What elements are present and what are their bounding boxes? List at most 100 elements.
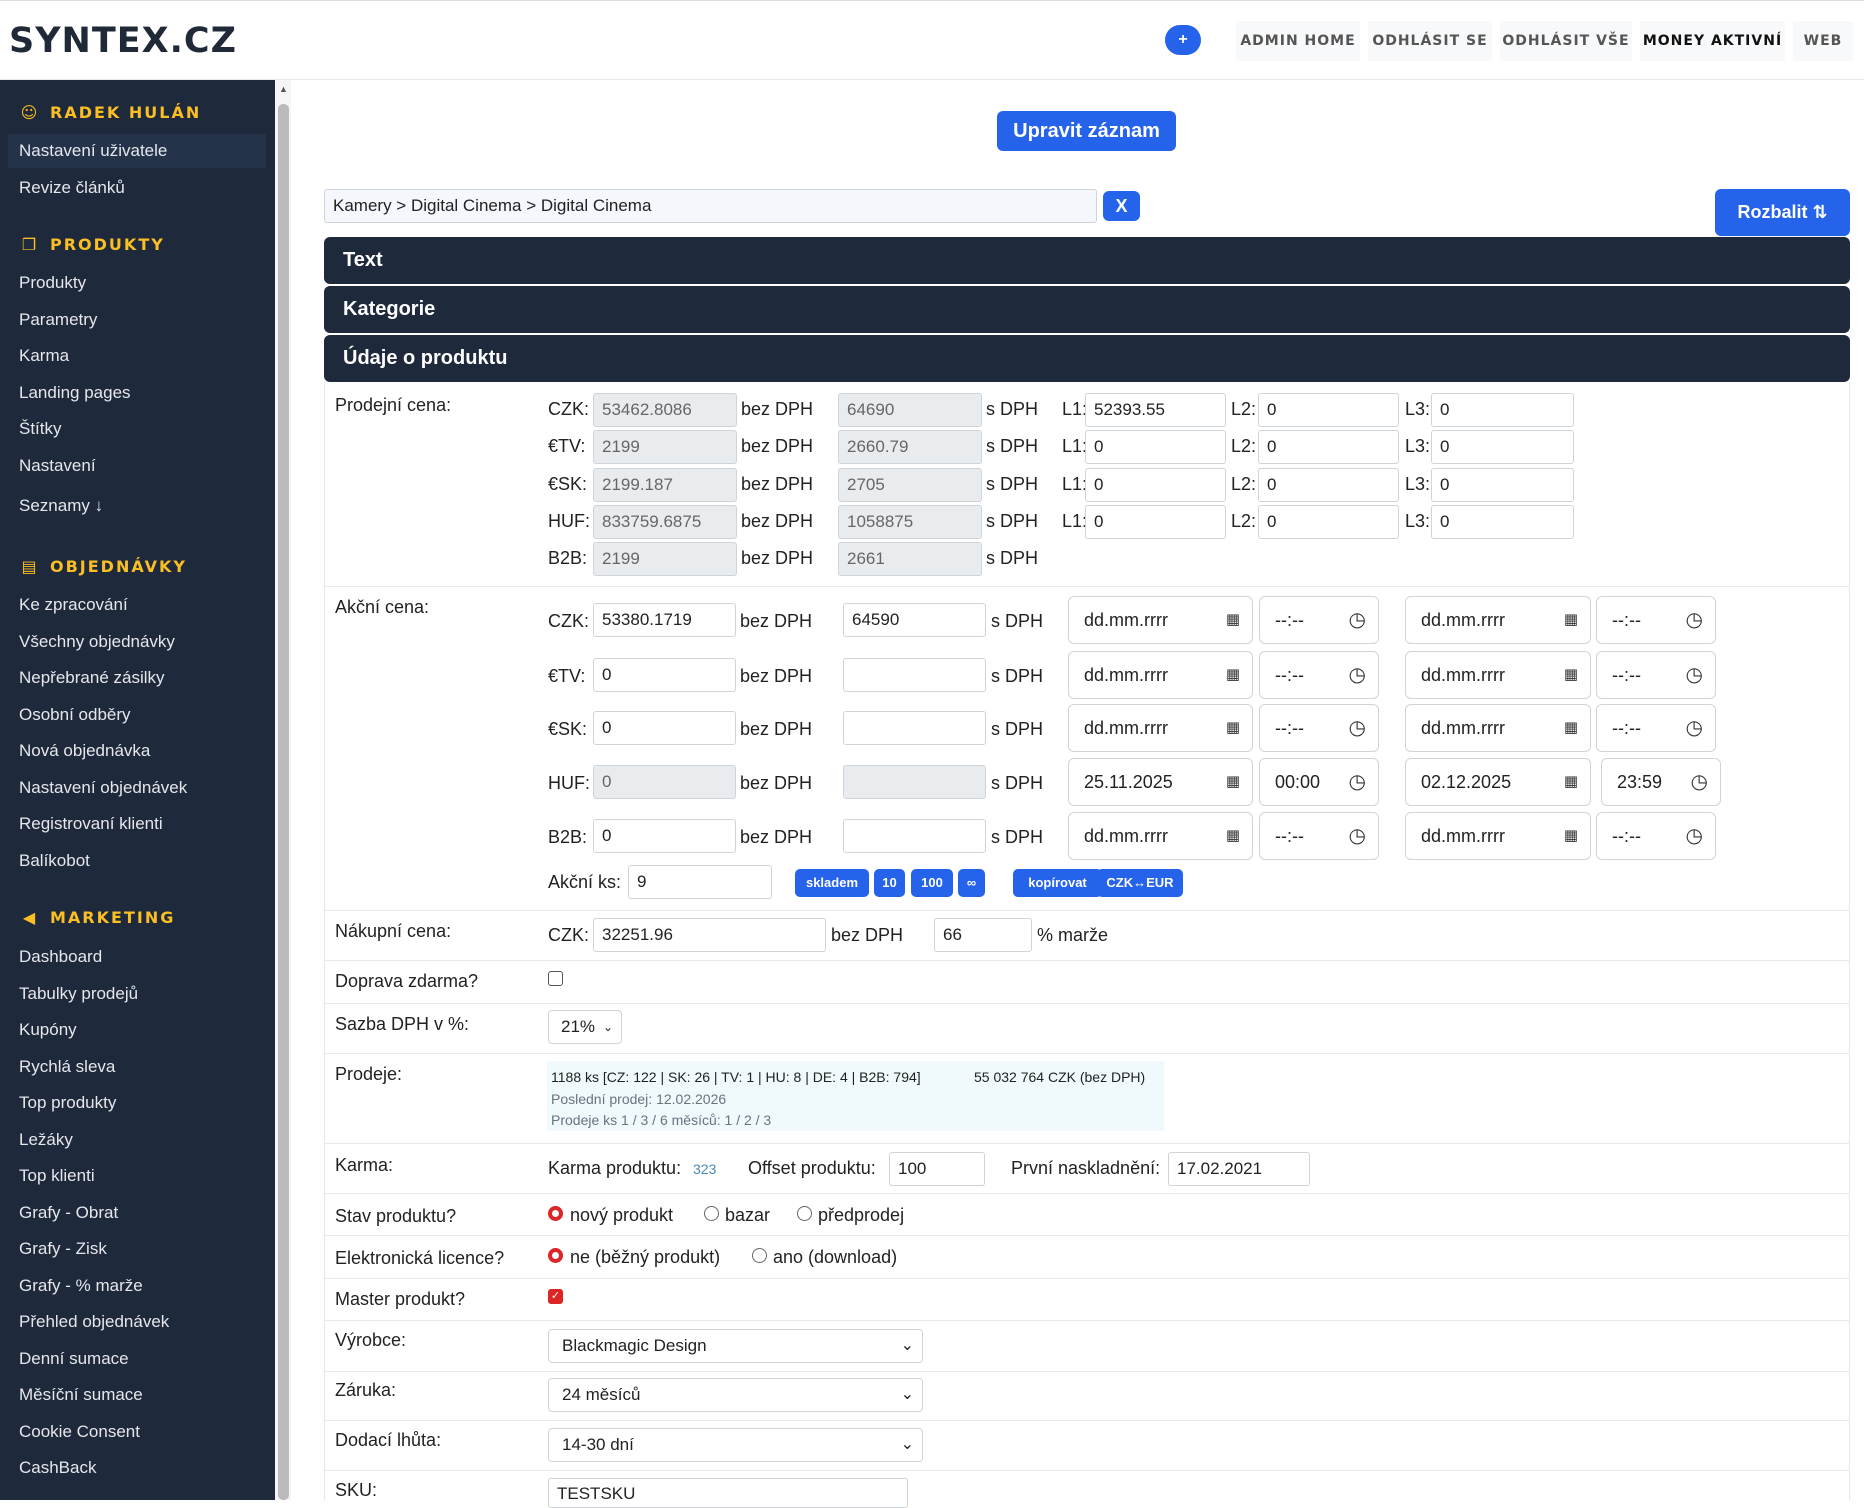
date-from-input[interactable]: dd.mm.rrrr ▦ xyxy=(1068,812,1253,860)
date-from-input[interactable]: dd.mm.rrrr ▦ xyxy=(1068,651,1253,699)
l2-price-input[interactable]: 0 xyxy=(1258,505,1399,539)
scroll-up-arrow-icon[interactable]: ▲ xyxy=(279,84,288,94)
gross-price-input[interactable]: 2660.79 xyxy=(838,430,982,464)
net-price-input[interactable]: 2199.187 xyxy=(593,468,737,502)
nav-logout[interactable]: ODHLÁSIT SE xyxy=(1368,21,1492,61)
state-new-radio[interactable] xyxy=(548,1206,563,1221)
date-from-input[interactable]: dd.mm.rrrr ▦ xyxy=(1068,596,1253,644)
time-from-input[interactable]: --:-- ◷ xyxy=(1259,704,1379,752)
sidebar-item[interactable]: Ležáky xyxy=(19,1129,73,1149)
l2-price-input[interactable]: 0 xyxy=(1258,393,1399,427)
panel-categories[interactable]: Kategorie xyxy=(324,286,1850,333)
logo[interactable]: SYNTEX.CZ xyxy=(9,21,237,61)
free-shipping-checkbox[interactable] xyxy=(548,971,563,986)
time-from-input[interactable]: --:-- ◷ xyxy=(1259,812,1379,860)
l3-price-input[interactable]: 0 xyxy=(1431,505,1574,539)
sidebar-item[interactable]: Nepřebrané zásilky xyxy=(19,668,165,687)
purchase-price-input[interactable]: 32251.96 xyxy=(593,918,826,952)
quick-chip-button[interactable]: CZK↔EUR xyxy=(1097,869,1183,897)
sidebar-scrollbar-thumb[interactable] xyxy=(278,104,289,1500)
calendar-icon[interactable]: ▦ xyxy=(1225,827,1240,844)
gross-price-input[interactable]: 64690 xyxy=(838,393,982,427)
sidebar-item[interactable]: Karma xyxy=(19,346,70,365)
l1-price-input[interactable]: 52393.55 xyxy=(1085,393,1226,427)
time-from-input[interactable]: --:-- ◷ xyxy=(1259,596,1379,644)
sidebar-item[interactable]: Parametry xyxy=(19,309,98,329)
date-to-input[interactable]: 02.12.2025 ▦ xyxy=(1405,758,1591,806)
action-gross-input[interactable] xyxy=(843,819,986,853)
edit-record-button[interactable]: Upravit záznam xyxy=(997,111,1176,151)
net-price-input[interactable]: 53462.8086 xyxy=(593,393,737,427)
sidebar-item[interactable]: Nastavení objednávek xyxy=(19,777,188,797)
sidebar-item[interactable]: Balíkobot xyxy=(19,850,90,870)
first-stock-input[interactable]: 17.02.2021 xyxy=(1168,1152,1310,1186)
sidebar-item[interactable]: Měsíční sumace xyxy=(19,1385,143,1404)
gross-price-input[interactable]: 2661 xyxy=(838,542,982,576)
license-yes-radio[interactable] xyxy=(752,1248,767,1263)
action-gross-input[interactable]: 64590 xyxy=(843,603,986,637)
time-to-input[interactable]: 23:59 ◷ xyxy=(1601,758,1721,806)
clock-icon[interactable]: ◷ xyxy=(1348,717,1366,739)
gross-price-input[interactable]: 1058875 xyxy=(838,505,982,539)
action-net-input[interactable]: 0 xyxy=(593,819,736,853)
calendar-icon[interactable]: ▦ xyxy=(1563,827,1578,844)
l2-price-input[interactable]: 0 xyxy=(1258,430,1399,464)
sidebar-item[interactable]: Štítky xyxy=(19,419,62,438)
clock-icon[interactable]: ◷ xyxy=(1348,609,1366,631)
l1-price-input[interactable]: 0 xyxy=(1085,430,1226,464)
calendar-icon[interactable]: ▦ xyxy=(1225,719,1240,736)
sidebar-item[interactable]: Nastavení uživatele xyxy=(8,134,266,168)
manufacturer-select[interactable]: Blackmagic Design ⌄ xyxy=(548,1329,923,1363)
l3-price-input[interactable]: 0 xyxy=(1431,430,1574,464)
sidebar-item[interactable]: Nová objednávka xyxy=(19,741,151,760)
sidebar-item[interactable]: Kupóny xyxy=(19,1020,77,1039)
action-gross-input[interactable] xyxy=(843,711,986,745)
sidebar-item[interactable]: Všechny objednávky xyxy=(19,631,175,651)
l1-price-input[interactable]: 0 xyxy=(1085,468,1226,502)
panel-product-data[interactable]: Údaje o produktu xyxy=(324,335,1850,382)
sidebar-item[interactable]: Denní sumace xyxy=(19,1348,129,1368)
sidebar-item[interactable]: Grafy - Zisk xyxy=(19,1239,107,1258)
sidebar-item[interactable]: Top produkty xyxy=(19,1093,117,1112)
clock-icon[interactable]: ◷ xyxy=(1685,717,1703,739)
nav-logout-all[interactable]: ODHLÁSIT VŠE xyxy=(1500,21,1632,61)
date-to-input[interactable]: dd.mm.rrrr ▦ xyxy=(1405,651,1591,699)
nav-web[interactable]: WEB xyxy=(1793,21,1853,61)
calendar-icon[interactable]: ▦ xyxy=(1563,611,1578,628)
date-to-input[interactable]: dd.mm.rrrr ▦ xyxy=(1405,704,1591,752)
sidebar-item[interactable]: Grafy - % marže xyxy=(19,1275,143,1295)
calendar-icon[interactable]: ▦ xyxy=(1225,611,1240,628)
action-net-input[interactable]: 0 xyxy=(593,765,736,799)
l3-price-input[interactable]: 0 xyxy=(1431,393,1574,427)
sidebar-item[interactable]: Revize článků xyxy=(19,177,125,197)
date-from-input[interactable]: dd.mm.rrrr ▦ xyxy=(1068,704,1253,752)
sidebar-item[interactable]: Nastavení xyxy=(19,455,96,475)
clock-icon[interactable]: ◷ xyxy=(1685,609,1703,631)
calendar-icon[interactable]: ▦ xyxy=(1225,666,1240,683)
delivery-select[interactable]: 14-30 dní ⌄ xyxy=(548,1428,923,1462)
sidebar-item[interactable]: Cookie Consent xyxy=(19,1421,140,1441)
quick-chip-button[interactable]: 10 xyxy=(874,869,905,897)
net-price-input[interactable]: 2199 xyxy=(593,430,737,464)
sidebar-item[interactable]: Rychlá sleva xyxy=(19,1056,116,1076)
action-net-input[interactable]: 0 xyxy=(593,658,736,692)
time-to-input[interactable]: --:-- ◷ xyxy=(1596,596,1716,644)
license-no-radio[interactable] xyxy=(548,1248,563,1263)
gross-price-input[interactable]: 2705 xyxy=(838,468,982,502)
master-checkbox[interactable]: ✓ xyxy=(548,1289,563,1304)
calendar-icon[interactable]: ▦ xyxy=(1563,666,1578,683)
sidebar-item[interactable]: Dashboard xyxy=(19,947,103,966)
time-from-input[interactable]: 00:00 ◷ xyxy=(1259,758,1379,806)
l2-price-input[interactable]: 0 xyxy=(1258,468,1399,502)
quick-chip-button[interactable]: skladem xyxy=(795,869,869,897)
sidebar-item[interactable]: Tabulky prodejů xyxy=(19,983,139,1003)
add-button[interactable]: + xyxy=(1165,25,1201,55)
sidebar-item[interactable]: Registrovaní klienti xyxy=(19,814,163,833)
sidebar-item[interactable]: Grafy - Obrat xyxy=(19,1202,119,1222)
action-net-input[interactable]: 53380.1719 xyxy=(593,603,736,637)
l3-price-input[interactable]: 0 xyxy=(1431,468,1574,502)
clock-icon[interactable]: ◷ xyxy=(1348,664,1366,686)
time-to-input[interactable]: --:-- ◷ xyxy=(1596,812,1716,860)
clock-icon[interactable]: ◷ xyxy=(1690,771,1708,793)
state-preorder-radio[interactable] xyxy=(797,1206,812,1221)
